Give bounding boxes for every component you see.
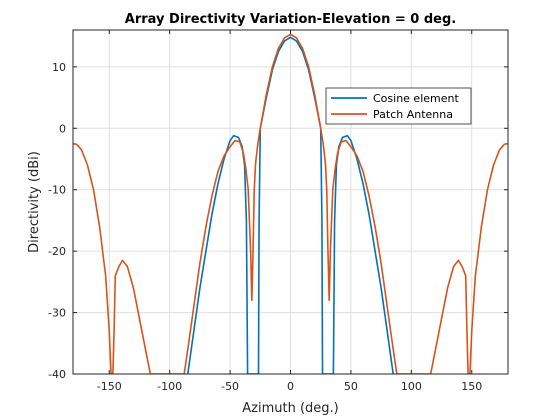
y-tick-label: -30 — [48, 307, 66, 320]
legend: Cosine element Patch Antenna — [325, 87, 472, 125]
series-group — [73, 33, 508, 374]
series-line-1 — [186, 36, 395, 374]
y-tick-label: 10 — [52, 61, 66, 74]
x-tick-label: 100 — [401, 380, 422, 393]
y-axis-label: Directivity (dBi) — [27, 151, 42, 253]
legend-label: Patch Antenna — [373, 108, 453, 121]
chart-title: Array Directivity Variation-Elevation = … — [125, 12, 456, 27]
x-tick-label: -100 — [157, 380, 182, 393]
x-tick-label: 0 — [287, 380, 294, 393]
x-tick-label: -150 — [97, 380, 122, 393]
x-axis-label: Azimuth (deg.) — [242, 401, 338, 416]
y-tick-label: -10 — [48, 184, 66, 197]
x-tick-label: -50 — [221, 380, 239, 393]
legend-label: Cosine element — [373, 92, 459, 105]
x-tick-label: 50 — [344, 380, 358, 393]
y-tick-label: -20 — [48, 245, 66, 258]
y-tick-label: -40 — [48, 368, 66, 381]
x-tick-label: 150 — [461, 380, 482, 393]
legend-box — [325, 87, 472, 125]
series-line-2 — [73, 33, 508, 374]
y-tick-label: 0 — [59, 122, 66, 135]
